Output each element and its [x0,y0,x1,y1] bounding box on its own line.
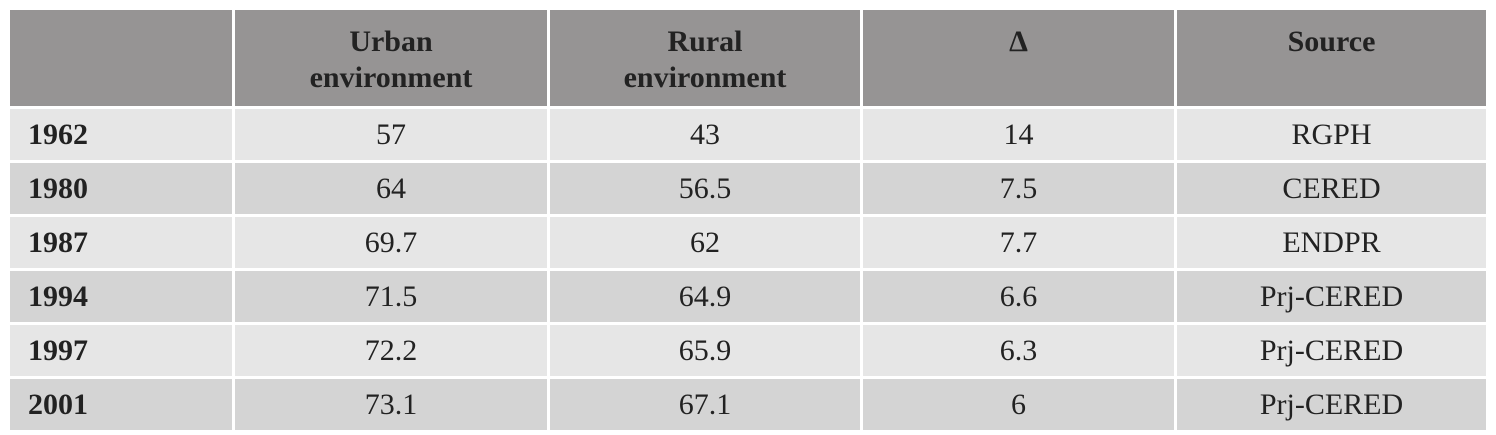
table-cell: RGPH [1177,109,1486,160]
row-label: 1987 [10,217,232,268]
column-header-text: Rural environment [623,25,787,94]
row-label: 2001 [10,379,232,430]
data-table: Urban environment Rural environment Δ Sourc… [7,7,1489,433]
corner-cell [10,10,232,106]
header-row: Urban environment Rural environment Δ Sourc… [10,10,1486,106]
table-cell: 43 [550,109,860,160]
table-body: 1962 57 43 14 RGPH 1980 64 56.5 7.5 CERED 1987 69.7… [10,109,1486,430]
table-cell: 14 [863,109,1174,160]
table-cell: 6.3 [863,325,1174,376]
table-row: 1962 57 43 14 RGPH [10,109,1486,160]
table-cell: 64.9 [550,271,860,322]
table-cell: 7.5 [863,163,1174,214]
table-cell: 73.1 [235,379,547,430]
table-cell: 57 [235,109,547,160]
table-header: Urban environment Rural environment Δ Sourc… [10,10,1486,106]
table-cell: 6 [863,379,1174,430]
table-cell: 64 [235,163,547,214]
column-header-text: Urban environment [309,25,473,94]
column-header: Rural environment [550,10,860,106]
column-header-text: Δ [1009,25,1028,58]
table-cell: 67.1 [550,379,860,430]
table-cell: 7.7 [863,217,1174,268]
column-header: Δ [863,10,1174,106]
table-cell: 56.5 [550,163,860,214]
table-cell: 71.5 [235,271,547,322]
table-cell: Prj-CERED [1177,379,1486,430]
table-row: 1997 72.2 65.9 6.3 Prj-CERED [10,325,1486,376]
table-row: 1980 64 56.5 7.5 CERED [10,163,1486,214]
table-cell: CERED [1177,163,1486,214]
table-cell: ENDPR [1177,217,1486,268]
table-cell: 65.9 [550,325,860,376]
table-row: 2001 73.1 67.1 6 Prj-CERED [10,379,1486,430]
row-label: 1994 [10,271,232,322]
row-label: 1997 [10,325,232,376]
row-label: 1962 [10,109,232,160]
column-header: Urban environment [235,10,547,106]
row-label: 1980 [10,163,232,214]
table-row: 1987 69.7 62 7.7 ENDPR [10,217,1486,268]
column-header: Source [1177,10,1486,106]
table-cell: 69.7 [235,217,547,268]
table-cell: 6.6 [863,271,1174,322]
table-cell: Prj-CERED [1177,325,1486,376]
column-header-text: Source [1287,25,1376,58]
table-cell: 72.2 [235,325,547,376]
table-cell: Prj-CERED [1177,271,1486,322]
table-cell: 62 [550,217,860,268]
table-row: 1994 71.5 64.9 6.6 Prj-CERED [10,271,1486,322]
